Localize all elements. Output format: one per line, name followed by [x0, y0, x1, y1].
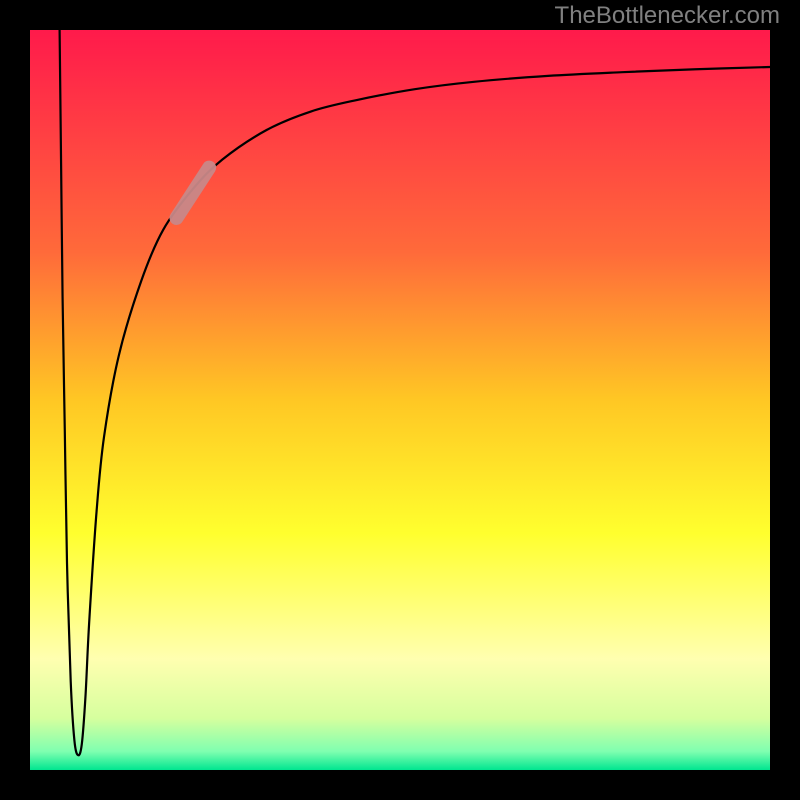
plot-background [30, 30, 770, 770]
chart-svg [0, 0, 800, 800]
chart-container: TheBottlenecker.com [0, 0, 800, 800]
watermark-text: TheBottlenecker.com [555, 2, 780, 30]
